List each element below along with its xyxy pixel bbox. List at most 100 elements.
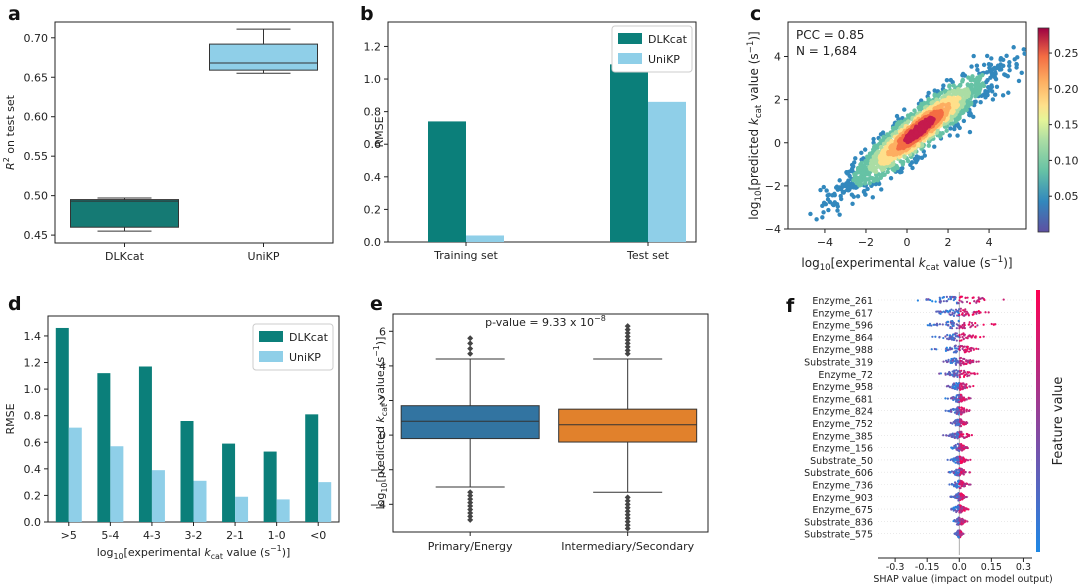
- data-point: [960, 79, 965, 84]
- y-tick-label: 0.2: [24, 489, 42, 502]
- shap-point: [957, 319, 960, 322]
- shap-point: [962, 446, 965, 449]
- shap-point: [916, 299, 919, 302]
- shap-point: [957, 521, 960, 524]
- shap-point: [939, 312, 942, 315]
- shap-point: [950, 335, 953, 339]
- shap-point: [954, 332, 957, 335]
- shap-point: [935, 310, 938, 313]
- flier: [624, 525, 631, 532]
- shap-point: [959, 461, 963, 465]
- flier: [624, 326, 631, 333]
- x-tick-label: 5-4: [101, 529, 119, 542]
- shap-point: [961, 372, 964, 375]
- shap-point: [959, 409, 962, 413]
- data-point: [975, 67, 980, 73]
- shap-point: [947, 409, 950, 413]
- flier: [624, 515, 631, 522]
- shap-point: [962, 333, 965, 336]
- shap-point: [960, 406, 963, 409]
- shap-point: [945, 295, 948, 298]
- data-point: [879, 187, 884, 192]
- feature-label: Substrate_836: [804, 517, 873, 528]
- shap-point: [967, 508, 970, 511]
- y-tick-label: 0.55: [24, 150, 49, 163]
- shap-point: [932, 323, 935, 326]
- flier: [467, 335, 474, 342]
- data-point: [994, 84, 1000, 90]
- data-point: [862, 147, 868, 152]
- y-tick-label: 1.0: [364, 73, 382, 86]
- data-point: [1016, 78, 1022, 84]
- shap-point: [947, 298, 950, 301]
- shap-point: [945, 323, 948, 326]
- shap-point: [982, 323, 985, 326]
- shap-point: [959, 307, 962, 310]
- y-tick-label: −2: [370, 464, 386, 477]
- shap-point: [956, 533, 959, 536]
- shap-point: [964, 296, 967, 299]
- shap-point: [950, 495, 953, 499]
- data-point: [1026, 39, 1030, 43]
- shap-point: [961, 326, 964, 329]
- y-tick-label: 0.0: [24, 516, 42, 529]
- shap-point: [941, 323, 944, 326]
- data-point: [985, 84, 991, 90]
- shap-point: [962, 309, 965, 312]
- y-tick-label: 1.4: [24, 330, 42, 343]
- y-tick-label: 0.8: [24, 410, 42, 423]
- x-axis-label: log10[experimental kcat value (s−1)]: [97, 544, 291, 561]
- shap-point: [953, 436, 956, 440]
- shap-point: [966, 296, 969, 299]
- shap-point: [936, 323, 939, 326]
- shap-point: [958, 347, 961, 351]
- data-point: [1007, 63, 1012, 69]
- shap-point: [950, 357, 953, 361]
- data-point: [808, 211, 813, 217]
- shap-point: [964, 348, 967, 351]
- shap-point: [965, 495, 968, 499]
- bar-UniKP-Training set: [466, 235, 504, 242]
- data-point: [988, 75, 993, 80]
- shap-point: [954, 297, 957, 301]
- shap-point: [952, 507, 955, 510]
- shap-point: [942, 300, 945, 303]
- shap-point: [946, 349, 949, 352]
- data-point: [865, 186, 870, 192]
- shap-point: [962, 532, 965, 535]
- y-tick-label: 0.6: [364, 138, 382, 151]
- colorbar-tick-label: 0.05: [1054, 190, 1079, 203]
- bar-UniKP->5: [68, 427, 82, 522]
- shap-point: [966, 459, 970, 462]
- shap-point: [970, 325, 973, 328]
- shap-point: [961, 388, 964, 391]
- shap-point: [951, 320, 954, 323]
- shap-point: [965, 446, 968, 450]
- shap-point: [969, 349, 972, 352]
- shap-point: [955, 520, 958, 523]
- panel-label-a: a: [8, 3, 21, 25]
- data-point: [1004, 53, 1009, 59]
- feature-label: Enzyme_156: [812, 444, 873, 455]
- shap-point: [956, 375, 959, 378]
- panel-label-d: d: [8, 293, 22, 315]
- shap-point: [934, 300, 937, 303]
- shap-point: [960, 480, 963, 483]
- data-point: [971, 53, 976, 59]
- shap-point: [957, 517, 961, 520]
- y-tick-label: 2: [379, 395, 386, 408]
- shap-point: [956, 472, 959, 475]
- shap-point: [934, 335, 937, 338]
- shap-point: [967, 396, 970, 399]
- legend-swatch: [259, 331, 283, 342]
- colorbar-tick-label: 0.20: [1054, 83, 1079, 96]
- shap-point: [967, 371, 970, 374]
- data-point: [820, 215, 825, 220]
- shap-point: [945, 360, 949, 364]
- shap-point: [959, 433, 962, 436]
- shap-point: [959, 431, 962, 434]
- shap-point: [970, 336, 973, 339]
- shap-point: [956, 412, 959, 415]
- data-point: [841, 189, 847, 194]
- x-tick-label: -0.15: [915, 562, 940, 573]
